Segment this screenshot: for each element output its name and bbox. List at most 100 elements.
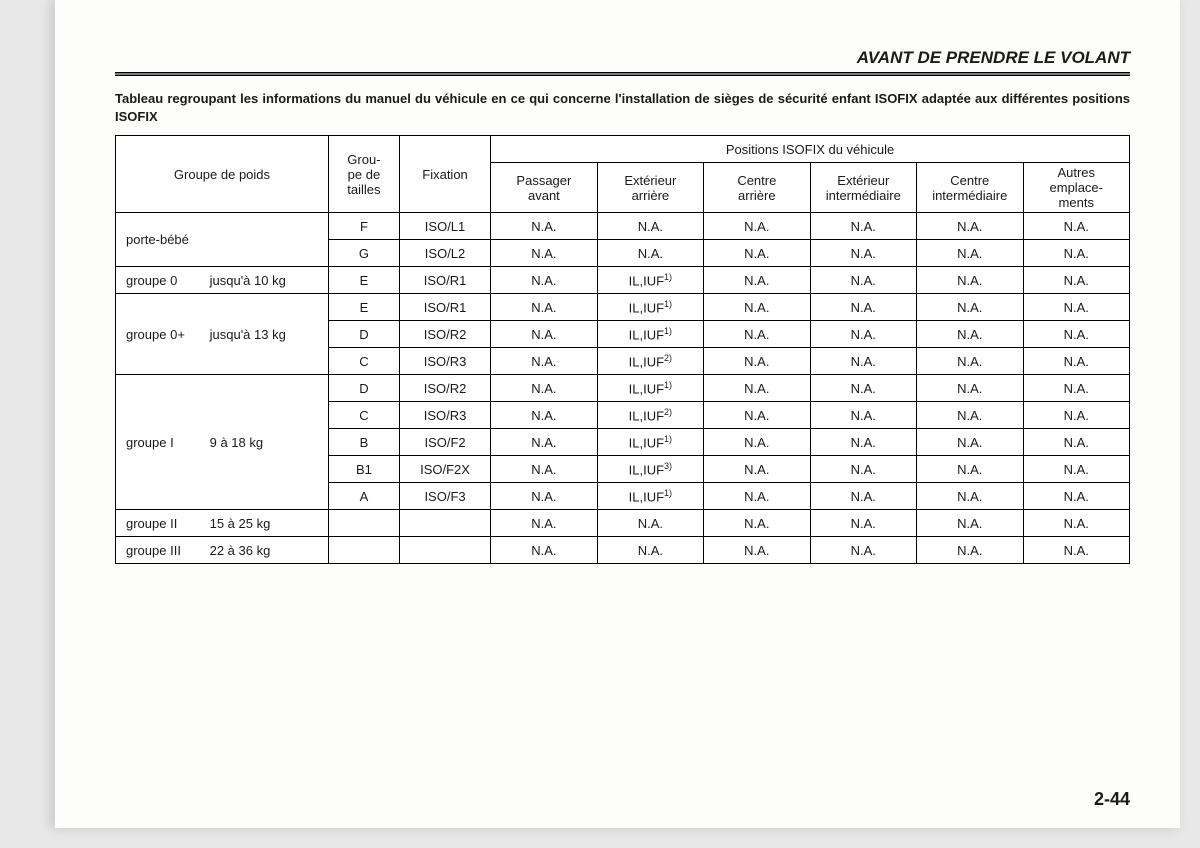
cell-value: N.A.	[491, 510, 597, 537]
cell-value: N.A.	[917, 510, 1023, 537]
cell-size: B	[328, 429, 399, 456]
cell-value: IL,IUF1)	[597, 321, 703, 348]
cell-value: N.A.	[491, 375, 597, 402]
table-row: porte-bébéFISO/L1N.A.N.A.N.A.N.A.N.A.N.A…	[116, 213, 1130, 240]
cell-value: N.A.	[491, 213, 597, 240]
cell-fixation: ISO/R1	[399, 267, 490, 294]
cell-value: N.A.	[704, 375, 810, 402]
cell-value: N.A.	[491, 537, 597, 564]
cell-value: N.A.	[917, 267, 1023, 294]
cell-value: N.A.	[917, 456, 1023, 483]
cell-value: N.A.	[597, 537, 703, 564]
th-pos-5: Autres emplace- ments	[1023, 163, 1130, 213]
cell-fixation: ISO/F2X	[399, 456, 490, 483]
cell-size: C	[328, 402, 399, 429]
manual-page: AVANT DE PRENDRE LE VOLANT Tableau regro…	[55, 0, 1180, 828]
cell-fixation	[399, 537, 490, 564]
cell-value: N.A.	[491, 321, 597, 348]
cell-value: N.A.	[1023, 240, 1130, 267]
th-pos-0: Passager avant	[491, 163, 597, 213]
cell-value: N.A.	[704, 456, 810, 483]
cell-value: IL,IUF1)	[597, 483, 703, 510]
cell-fixation: ISO/R2	[399, 321, 490, 348]
cell-fixation: ISO/R2	[399, 375, 490, 402]
cell-value: N.A.	[917, 429, 1023, 456]
cell-fixation: ISO/L2	[399, 240, 490, 267]
cell-value: N.A.	[491, 267, 597, 294]
cell-value: N.A.	[917, 294, 1023, 321]
cell-value: N.A.	[1023, 483, 1130, 510]
page-number: 2-44	[1094, 789, 1130, 810]
cell-value: N.A.	[597, 240, 703, 267]
cell-value: N.A.	[810, 456, 916, 483]
cell-value: N.A.	[491, 240, 597, 267]
cell-value: N.A.	[704, 429, 810, 456]
cell-value: IL,IUF2)	[597, 402, 703, 429]
cell-value: N.A.	[491, 348, 597, 375]
cell-value: N.A.	[704, 402, 810, 429]
table-body: porte-bébéFISO/L1N.A.N.A.N.A.N.A.N.A.N.A…	[116, 213, 1130, 564]
cell-value: IL,IUF2)	[597, 348, 703, 375]
th-pos-1: Extérieur arrière	[597, 163, 703, 213]
cell-value: N.A.	[810, 429, 916, 456]
cell-size: F	[328, 213, 399, 240]
cell-value: N.A.	[491, 402, 597, 429]
table-row: groupe I 9 à 18 kgDISO/R2N.A.IL,IUF1)N.A…	[116, 375, 1130, 402]
cell-value: N.A.	[704, 267, 810, 294]
cell-fixation: ISO/R1	[399, 294, 490, 321]
cell-value: N.A.	[1023, 321, 1130, 348]
cell-size: D	[328, 321, 399, 348]
cell-value: N.A.	[491, 429, 597, 456]
cell-value: N.A.	[704, 240, 810, 267]
cell-fixation	[399, 510, 490, 537]
cell-value: N.A.	[810, 483, 916, 510]
cell-value: N.A.	[810, 294, 916, 321]
cell-fixation: ISO/R3	[399, 402, 490, 429]
cell-value: N.A.	[704, 510, 810, 537]
cell-size: E	[328, 267, 399, 294]
cell-group: groupe 0+ jusqu'à 13 kg	[116, 294, 329, 375]
cell-value: N.A.	[704, 213, 810, 240]
cell-value: IL,IUF1)	[597, 294, 703, 321]
cell-size: B1	[328, 456, 399, 483]
th-weight-group: Groupe de poids	[116, 136, 329, 213]
cell-fixation: ISO/R3	[399, 348, 490, 375]
cell-value: N.A.	[917, 402, 1023, 429]
table-row: groupe 0 jusqu'à 10 kgEISO/R1N.A.IL,IUF1…	[116, 267, 1130, 294]
cell-size: A	[328, 483, 399, 510]
cell-size: G	[328, 240, 399, 267]
th-pos-4: Centre intermédiaire	[917, 163, 1023, 213]
cell-size	[328, 537, 399, 564]
table-row: groupe II 15 à 25 kgN.A.N.A.N.A.N.A.N.A.…	[116, 510, 1130, 537]
cell-value: N.A.	[1023, 375, 1130, 402]
cell-value: N.A.	[491, 294, 597, 321]
cell-value: IL,IUF1)	[597, 429, 703, 456]
cell-group: groupe I 9 à 18 kg	[116, 375, 329, 510]
cell-value: N.A.	[917, 240, 1023, 267]
cell-size: C	[328, 348, 399, 375]
cell-group: groupe III 22 à 36 kg	[116, 537, 329, 564]
cell-value: IL,IUF3)	[597, 456, 703, 483]
table-row: groupe 0+ jusqu'à 13 kgEISO/R1N.A.IL,IUF…	[116, 294, 1130, 321]
cell-value: N.A.	[704, 483, 810, 510]
cell-value: N.A.	[810, 510, 916, 537]
cell-value: N.A.	[810, 537, 916, 564]
cell-value: N.A.	[810, 321, 916, 348]
title-underline	[115, 72, 1130, 76]
cell-value: N.A.	[810, 348, 916, 375]
cell-value: N.A.	[1023, 402, 1130, 429]
cell-value: N.A.	[1023, 294, 1130, 321]
cell-value: N.A.	[597, 213, 703, 240]
cell-value: IL,IUF1)	[597, 267, 703, 294]
cell-value: N.A.	[810, 375, 916, 402]
th-pos-3: Extérieur intermédiaire	[810, 163, 916, 213]
cell-value: N.A.	[704, 294, 810, 321]
cell-value: N.A.	[1023, 348, 1130, 375]
cell-value: N.A.	[917, 375, 1023, 402]
cell-value: N.A.	[1023, 537, 1130, 564]
cell-value: N.A.	[491, 456, 597, 483]
cell-value: N.A.	[704, 321, 810, 348]
cell-size: D	[328, 375, 399, 402]
cell-value: N.A.	[810, 240, 916, 267]
cell-value: N.A.	[704, 537, 810, 564]
